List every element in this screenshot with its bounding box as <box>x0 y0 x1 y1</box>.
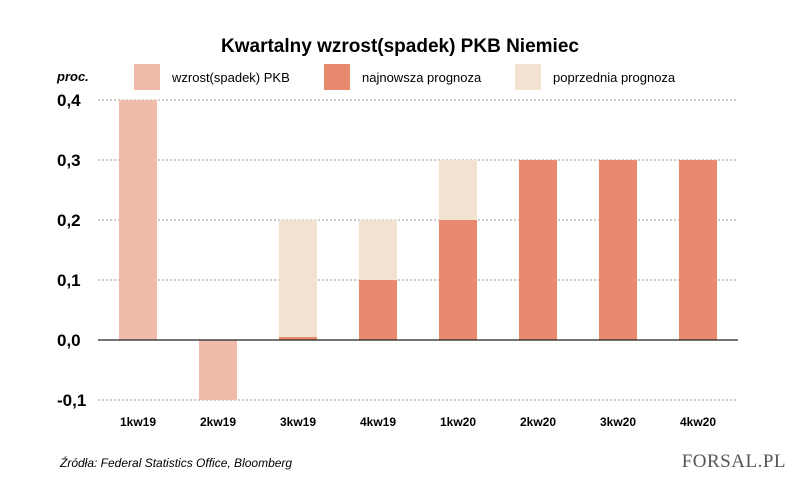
forsal-logo: FORSAL.PL <box>682 451 786 472</box>
x-tick-label: 2kw19 <box>200 415 236 429</box>
legend-label: najnowsza prognoza <box>362 70 482 85</box>
y-tick-label: 0,4 <box>57 91 81 110</box>
bars <box>119 100 717 400</box>
chart-title: Kwartalny wzrost(spadek) PKB Niemiec <box>221 36 579 57</box>
x-tick-label: 2kw20 <box>520 415 556 429</box>
logo-text: FORSAL.PL <box>682 451 786 472</box>
bar-2kw19-0 <box>199 340 237 400</box>
bar-4kw19-1 <box>359 280 397 340</box>
x-tick-labels: 1kw19 2kw19 3kw19 4kw19 1kw20 2kw20 3kw20 4kw20 <box>120 415 716 429</box>
legend-label: wzrost(spadek) PKB <box>171 70 290 85</box>
y-tick-label: 0,3 <box>57 151 81 170</box>
y-tick-label: 0,1 <box>57 271 81 290</box>
source-note: Źródła: Federal Statistics Office, Bloom… <box>59 455 292 470</box>
gridlines <box>98 99 738 401</box>
legend-swatch <box>134 64 160 90</box>
x-tick-label: 1kw20 <box>440 415 476 429</box>
bar-4kw20-1 <box>679 160 717 340</box>
bar-3kw19-2 <box>279 220 317 340</box>
bar-3kw19-1 <box>279 337 317 340</box>
legend: wzrost(spadek) PKB najnowsza prognoza popr… <box>134 64 676 90</box>
y-tick-label: 0,2 <box>57 211 81 230</box>
y-tick-label: 0,0 <box>57 331 81 350</box>
x-tick-label: 4kw20 <box>680 415 716 429</box>
x-tick-label: 3kw20 <box>600 415 636 429</box>
y-tick-labels: -0,1 0,0 0,1 0,2 0,3 0,4 <box>57 91 86 410</box>
x-tick-label: 3kw19 <box>280 415 316 429</box>
y-tick-label: -0,1 <box>57 391 86 410</box>
bar-2kw20-1 <box>519 160 557 340</box>
y-unit-label: proc. <box>56 69 89 84</box>
x-tick-label: 4kw19 <box>360 415 396 429</box>
legend-label: poprzednia prognoza <box>553 70 676 85</box>
bar-1kw20-1 <box>439 220 477 340</box>
legend-swatch <box>515 64 541 90</box>
x-tick-label: 1kw19 <box>120 415 156 429</box>
bar-1kw19-0 <box>119 100 157 340</box>
bar-3kw20-1 <box>599 160 637 340</box>
legend-swatch <box>324 64 350 90</box>
